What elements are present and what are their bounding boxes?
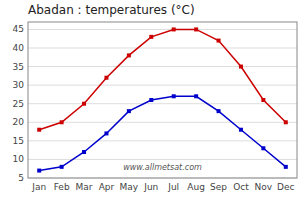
marker <box>82 150 86 154</box>
marker <box>217 109 221 113</box>
grid-line <box>28 159 297 160</box>
y-tick-label: 45 <box>13 24 24 34</box>
x-tick-label: Oct <box>233 182 249 192</box>
series-line <box>39 96 286 170</box>
plot-frame <box>28 22 297 178</box>
x-tick-label: Mar <box>76 182 93 192</box>
x-tick-label: Apr <box>99 182 115 192</box>
marker <box>37 128 41 132</box>
marker <box>149 35 153 39</box>
y-tick-label: 40 <box>13 43 25 53</box>
marker <box>82 102 86 106</box>
y-tick-label: 10 <box>13 154 25 164</box>
grid-line <box>28 122 297 123</box>
marker <box>60 120 64 124</box>
marker <box>172 27 176 31</box>
grid-line <box>28 66 297 67</box>
title: Abadan : temperatures (°C) <box>28 3 195 17</box>
y-tick-label: 35 <box>13 62 24 72</box>
x-tick-label: May <box>120 182 139 192</box>
marker <box>217 39 221 43</box>
x-tick-label: Dec <box>277 182 294 192</box>
marker <box>37 169 41 173</box>
marker <box>104 76 108 80</box>
series-line <box>39 29 286 129</box>
x-tick-label: Aug <box>187 182 205 192</box>
marker <box>261 146 265 150</box>
y-tick-label: 25 <box>13 99 24 109</box>
marker <box>239 65 243 69</box>
chart: Abadan : temperatures (°C) 5 10 15 20 25 30 35 4… <box>0 0 305 200</box>
x-tick-label: Nov <box>255 182 273 192</box>
y-tick-label: 30 <box>13 80 25 90</box>
grid-line <box>28 48 297 49</box>
grid-line <box>28 85 297 86</box>
x-tick-label: Sep <box>210 182 227 192</box>
x-tick-label: Jan <box>31 182 46 192</box>
marker <box>194 27 198 31</box>
series-group <box>37 27 288 172</box>
y-tick-label: 15 <box>13 136 24 146</box>
marker <box>284 120 288 124</box>
x-tick-label: Jul <box>167 182 179 192</box>
marker <box>127 53 131 57</box>
marker <box>172 94 176 98</box>
y-tick-label: 20 <box>13 117 25 127</box>
grid-line <box>28 29 297 30</box>
y-tick-label: 5 <box>18 173 24 183</box>
grid-line <box>28 103 297 104</box>
marker <box>194 94 198 98</box>
marker <box>239 128 243 132</box>
marker <box>60 165 64 169</box>
grid-line <box>28 140 297 141</box>
annotation: www.allmetsat.com <box>123 163 202 172</box>
marker <box>284 165 288 169</box>
x-tick-label: Feb <box>54 182 70 192</box>
marker <box>149 98 153 102</box>
marker <box>104 131 108 135</box>
x-tick-label: Jun <box>143 182 158 192</box>
marker <box>127 109 131 113</box>
marker <box>261 98 265 102</box>
